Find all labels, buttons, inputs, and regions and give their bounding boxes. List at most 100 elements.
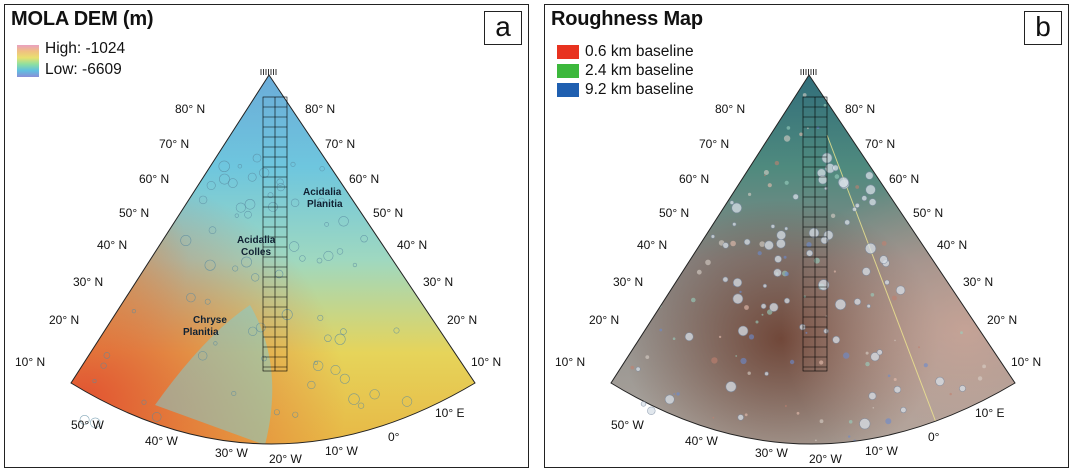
crater: [792, 193, 799, 200]
crater: [808, 227, 820, 239]
texture-dot: [971, 135, 977, 141]
crater: [852, 206, 857, 212]
crater: [870, 352, 880, 362]
texture-dot: [982, 440, 988, 444]
crater: [259, 167, 270, 178]
feature-label: Chryse Planitia: [183, 315, 227, 338]
crater: [770, 224, 776, 229]
crater: [241, 256, 252, 268]
lat-label: 80° N: [305, 102, 335, 116]
lat-label: 10° N: [471, 355, 501, 369]
texture-dot: [705, 259, 711, 266]
lon-label: 50° W: [71, 418, 104, 432]
crater: [204, 298, 211, 305]
crater: [244, 199, 256, 210]
crater: [859, 418, 871, 430]
crater: [731, 202, 742, 214]
legend-swatch: [557, 83, 579, 97]
crater: [725, 381, 737, 393]
texture-dot: [891, 295, 897, 301]
texture-dot: [929, 154, 934, 159]
lat-label: 50° N: [913, 206, 943, 220]
crater: [834, 298, 847, 311]
crater: [100, 362, 107, 369]
texture-dot: [739, 290, 742, 294]
legend-high: High: -1024: [45, 40, 126, 57]
texture-dot: [691, 297, 696, 303]
texture-dot: [865, 351, 869, 355]
texture-dot: [754, 111, 759, 116]
texture-dot: [723, 175, 730, 181]
texture-dot: [823, 103, 827, 107]
lat-label: 40° N: [397, 238, 427, 252]
texture-dot: [865, 361, 870, 367]
texture-dot: [894, 339, 896, 342]
texture-dot: [638, 317, 643, 322]
texture-dot: [969, 243, 974, 248]
roughness-map: 80° N 80° N 70° N 70° N 60° N 60° N 50° N 50° N…: [555, 69, 1041, 466]
crater: [762, 283, 767, 289]
texture-dot: [783, 255, 787, 259]
texture-dot: [819, 360, 824, 365]
crater: [854, 203, 860, 209]
texture-dot: [830, 213, 836, 218]
lat-label: 30° N: [73, 275, 103, 289]
texture-dot: [925, 99, 930, 103]
texture-dot: [630, 365, 635, 370]
crater: [776, 238, 786, 249]
texture-dot: [748, 192, 752, 196]
crater: [288, 241, 300, 252]
crater: [393, 327, 400, 334]
crater: [290, 161, 296, 167]
crater: [401, 396, 413, 407]
feature-label: Acidalia Colles: [237, 235, 276, 258]
lon-label: 20° W: [809, 452, 842, 466]
texture-dot: [673, 393, 676, 395]
lon-label: 10° E: [975, 406, 1004, 420]
texture-dot: [819, 419, 824, 424]
texture-dot: [949, 392, 952, 396]
crater: [832, 335, 841, 344]
crater: [895, 285, 906, 295]
texture-dot: [982, 364, 986, 369]
crater: [647, 406, 656, 415]
feature-label: Acidalia Planitia: [303, 187, 343, 210]
lat-label: 50° N: [119, 206, 149, 220]
texture-dot: [744, 305, 749, 310]
legend-item: 0.6 km baseline: [557, 43, 694, 61]
lon-label: 0°: [388, 430, 400, 444]
crater: [319, 166, 325, 172]
legend-low: Low: -6609: [45, 61, 122, 78]
texture-dot: [603, 152, 609, 158]
crater: [317, 197, 326, 206]
texture-dot: [671, 143, 674, 145]
texture-dot: [805, 331, 808, 334]
texture-dot: [624, 271, 628, 275]
lat-label: 70° N: [865, 137, 895, 151]
crater: [865, 242, 877, 255]
texture-dot: [807, 127, 809, 130]
lat-label: 40° N: [937, 238, 967, 252]
texture-dot: [858, 95, 860, 98]
crater: [198, 351, 208, 361]
crater: [334, 333, 346, 345]
texture-dot: [918, 346, 920, 349]
crater: [635, 366, 641, 372]
texture-dot: [726, 175, 731, 180]
lon-label: 30° W: [755, 446, 788, 460]
texture-dot: [843, 352, 850, 359]
crater: [818, 279, 830, 291]
crater: [764, 371, 769, 376]
texture-dot: [870, 293, 875, 297]
texture-dot: [998, 257, 1005, 263]
crater: [732, 278, 743, 288]
texture-dot: [738, 134, 741, 137]
crater: [722, 276, 729, 283]
crater: [218, 160, 230, 173]
crater: [198, 195, 208, 205]
texture-dot: [980, 150, 985, 155]
lon-label: 0°: [928, 430, 940, 444]
lat-label: 50° N: [659, 206, 689, 220]
crater: [348, 393, 360, 405]
crater: [358, 402, 365, 409]
